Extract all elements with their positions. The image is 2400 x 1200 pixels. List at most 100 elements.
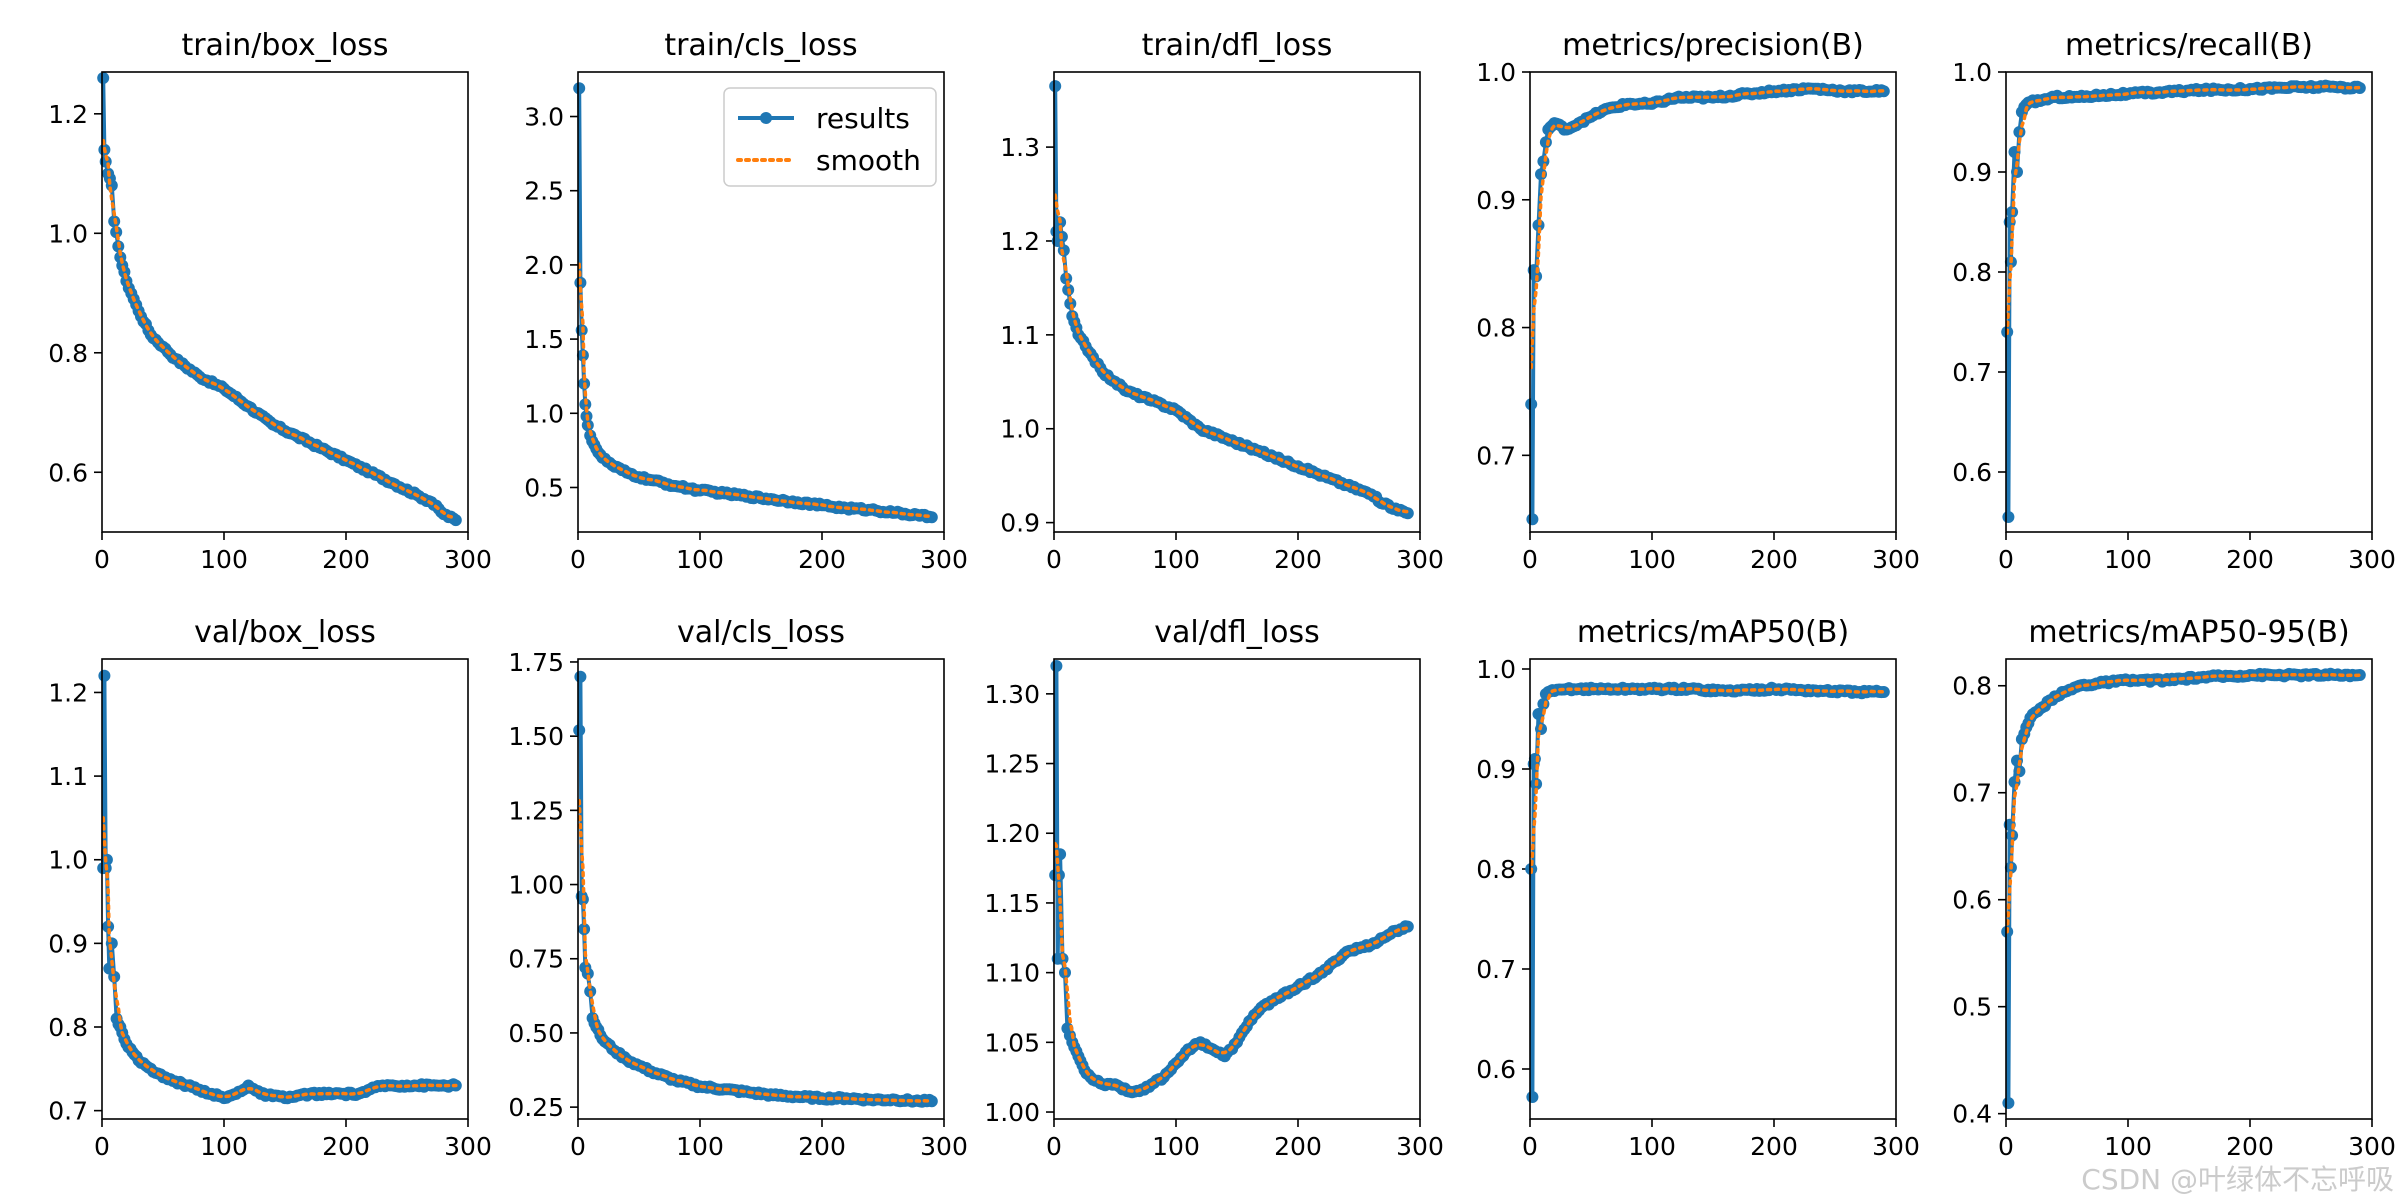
y-tick-label: 1.0 (48, 846, 88, 875)
results-line (1529, 86, 1885, 522)
y-tick-label: 0.75 (508, 945, 564, 974)
results-line (577, 674, 933, 1104)
y-tick-label: 2.5 (524, 177, 564, 206)
y-tick-label: 0.8 (1952, 258, 1992, 287)
x-tick-label: 100 (1152, 1132, 1200, 1161)
y-tick-label: 0.7 (48, 1097, 88, 1126)
y-tick-label: 1.00 (508, 871, 564, 900)
subplot-title: metrics/mAP50-95(B) (2028, 615, 2349, 650)
results-point (574, 670, 587, 683)
x-tick-label: 100 (676, 1132, 724, 1161)
results-line (2005, 83, 2361, 519)
y-tick-label: 1.3 (1000, 133, 1040, 162)
results-point (1050, 660, 1063, 672)
x-tick-label: 100 (1152, 545, 1200, 574)
y-tick-label: 0.9 (1476, 755, 1516, 784)
x-tick-label: 0 (570, 1132, 586, 1161)
x-tick-label: 200 (1750, 1132, 1798, 1161)
smooth-line (2005, 672, 2362, 934)
axes-frame (2005, 658, 2373, 1120)
x-tick-label: 300 (1396, 1132, 1444, 1161)
x-tick-label: 200 (798, 545, 846, 574)
axes-frame (2005, 71, 2373, 533)
y-tick-label: 1.2 (1000, 227, 1040, 256)
x-tick-label: 200 (322, 545, 370, 574)
smooth-line (101, 138, 458, 520)
results-point (1401, 507, 1414, 520)
results-point (573, 82, 586, 95)
smooth-line (101, 816, 458, 1099)
x-tick-label: 100 (1628, 1132, 1676, 1161)
subplot-8: val/dfl_loss 0 100 200 300 1.00 1.05 1.10 1.15 1.… (984, 615, 1444, 1161)
y-tick-label: 0.5 (1952, 993, 1992, 1022)
subplot-10: metrics/mAP50-95(B) 0 100 200 300 0.4 0.5 0.6 0.… (1952, 615, 2396, 1161)
y-tick-label: 0.6 (1476, 1055, 1516, 1084)
x-tick-label: 100 (1628, 545, 1676, 574)
y-tick-label: 0.9 (1476, 186, 1516, 215)
y-tick-label: 1.50 (508, 722, 564, 751)
subplot-title: val/box_loss (194, 615, 376, 650)
smooth-line (2005, 84, 2362, 336)
y-tick-label: 0.9 (1000, 509, 1040, 538)
y-tick-label: 1.05 (984, 1028, 1040, 1057)
subplot-title: val/cls_loss (677, 615, 845, 650)
y-tick-label: 0.4 (1952, 1100, 1992, 1129)
y-tick-label: 1.25 (508, 796, 564, 825)
y-tick-label: 1.0 (1952, 58, 1992, 87)
subplot-1: train/box_loss 0 100 200 300 0.6 0.8 1.0 1.2 (48, 28, 492, 574)
y-tick-label: 1.1 (48, 762, 88, 791)
legend-label-smooth: smooth (816, 144, 921, 177)
y-tick-label: 0.8 (1476, 314, 1516, 343)
subplot-title: metrics/recall(B) (2065, 28, 2313, 63)
smooth-line (1053, 193, 1410, 514)
subplot-5: metrics/recall(B) 0 100 200 300 0.6 0.7 0.8 0.9 1… (1952, 28, 2396, 574)
y-tick-label: 1.15 (984, 889, 1040, 918)
results-point (102, 920, 115, 933)
x-tick-label: 0 (1998, 545, 2014, 574)
watermark: CSDN @叶绿体不忘呼吸 (2081, 1163, 2394, 1196)
x-tick-label: 300 (2348, 1132, 2396, 1161)
y-tick-label: 1.30 (984, 680, 1040, 709)
y-tick-label: 2.0 (524, 251, 564, 280)
axes-frame (1053, 658, 1421, 1120)
subplot-6: val/box_loss 0 100 200 300 0.7 0.8 0.9 1.0 1.1 1.2 (48, 615, 492, 1161)
y-tick-label: 1.1 (1000, 321, 1040, 350)
axes-frame (1529, 71, 1897, 533)
smooth-line (577, 262, 934, 519)
smooth-line (1529, 686, 1886, 875)
axes-frame (101, 71, 469, 533)
results-point (581, 967, 594, 980)
subplot-3: train/dfl_loss 0 100 200 300 0.9 1.0 1.1 1.2 1.3 (1000, 28, 1444, 574)
y-tick-label: 1.10 (984, 959, 1040, 988)
y-tick-label: 0.25 (508, 1093, 564, 1122)
subplot-7: val/cls_loss 0 100 200 300 0.25 0.50 0.75 1.00 1.… (508, 615, 968, 1161)
results-point (925, 511, 938, 524)
results-point (97, 72, 110, 84)
subplot-2: train/cls_loss 0 100 200 300 0.5 1.0 1.5 2.0 2.5 3… (524, 28, 968, 574)
y-tick-label: 0.6 (1952, 458, 1992, 487)
x-tick-label: 200 (1750, 545, 1798, 574)
subplot-title: train/box_loss (181, 28, 388, 63)
x-tick-label: 100 (2104, 545, 2152, 574)
subplot-9: metrics/mAP50(B) 0 100 200 300 0.6 0.7 0.8 0.9 1.… (1476, 615, 1920, 1161)
axes-frame (1529, 658, 1897, 1120)
results-point (1539, 136, 1552, 149)
x-tick-label: 0 (1522, 545, 1538, 574)
subplot-title: metrics/precision(B) (1562, 28, 1864, 63)
x-tick-label: 100 (200, 1132, 248, 1161)
x-tick-label: 200 (1274, 1132, 1322, 1161)
x-tick-label: 0 (570, 545, 586, 574)
y-tick-label: 0.7 (1476, 441, 1516, 470)
results-line (1053, 664, 1409, 1095)
x-tick-label: 200 (2226, 545, 2274, 574)
y-tick-label: 1.0 (1476, 58, 1516, 87)
x-tick-label: 300 (2348, 545, 2396, 574)
results-point (2002, 511, 2015, 523)
results-point (118, 266, 131, 278)
smooth-line (577, 798, 934, 1103)
results-line (2005, 671, 2360, 1105)
y-tick-label: 1.0 (48, 219, 88, 248)
results-point (1525, 398, 1538, 411)
axes-frame (101, 658, 469, 1120)
